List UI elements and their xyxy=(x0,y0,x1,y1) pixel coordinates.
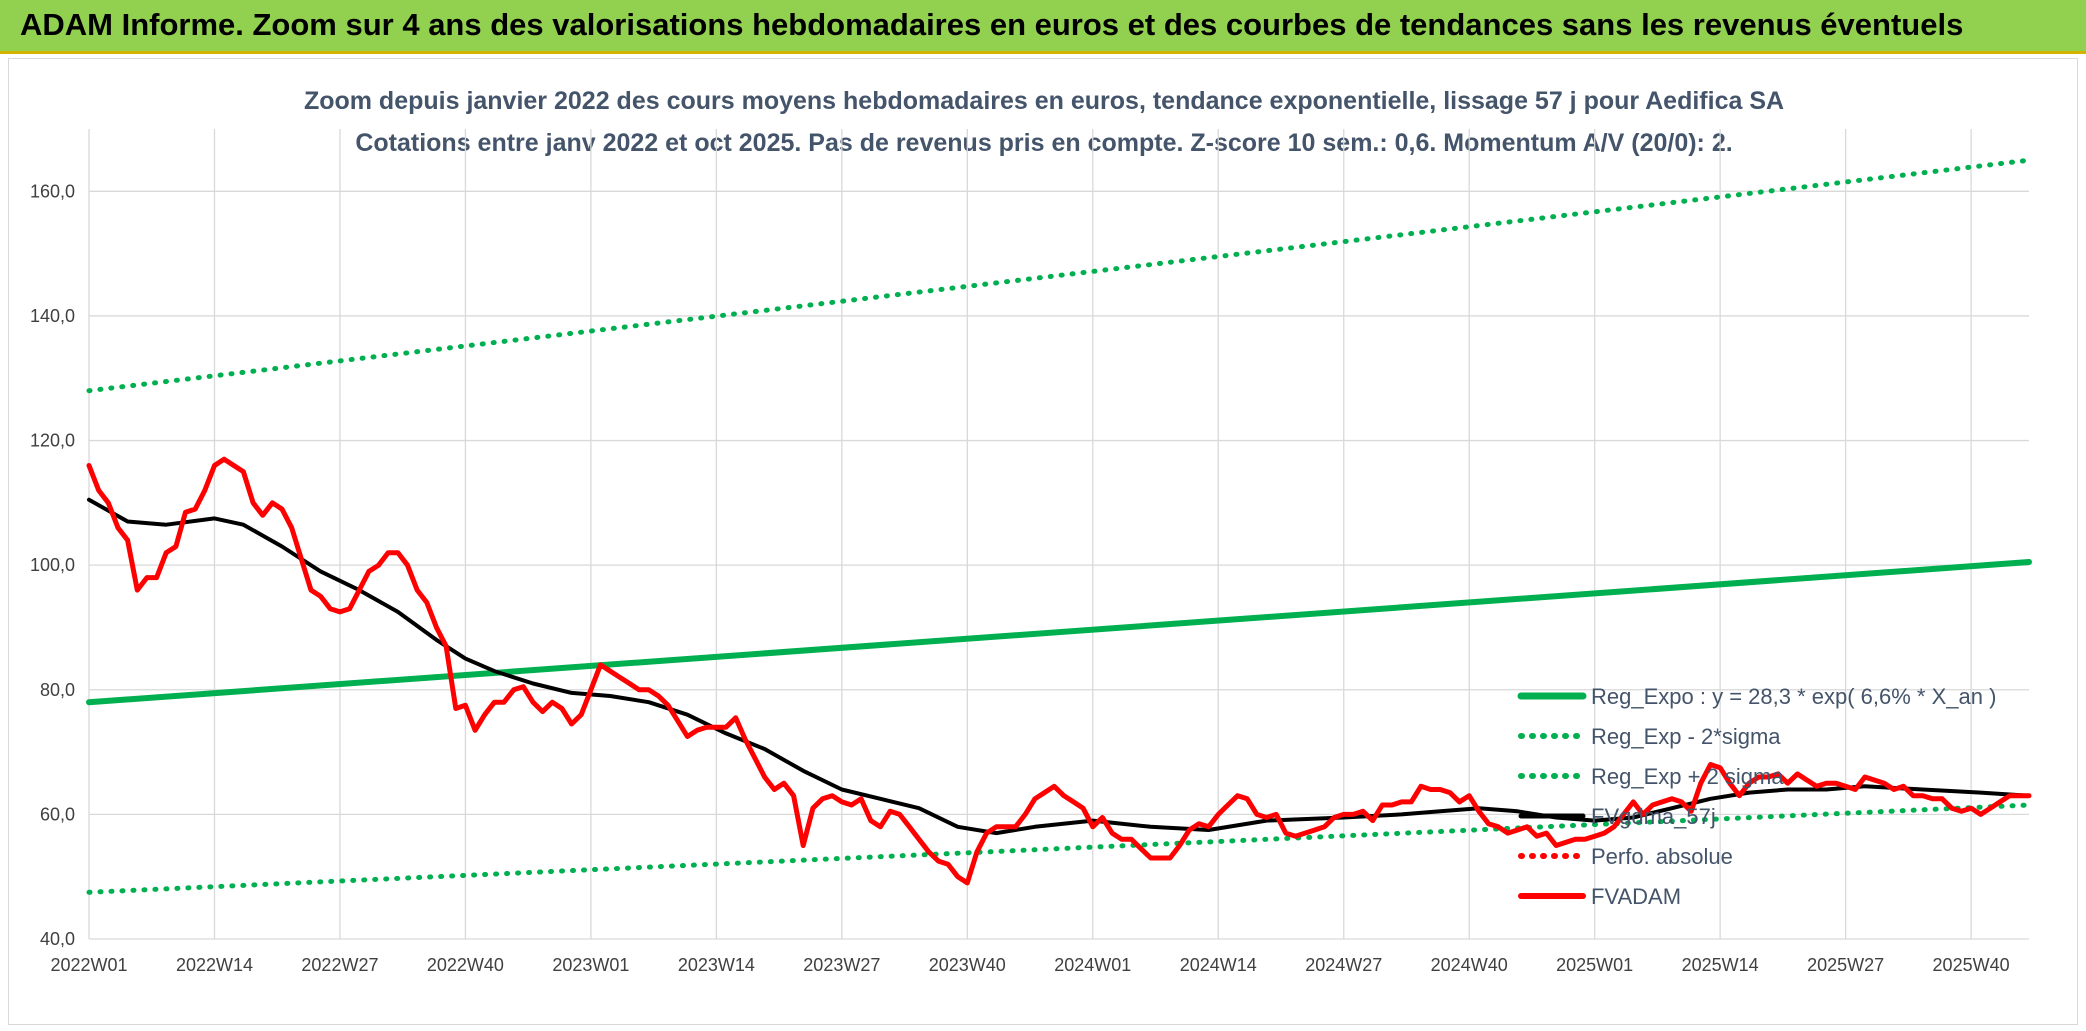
legend-label: Reg_Exp + 2 sigma xyxy=(1591,764,1784,789)
chart-title: Zoom depuis janvier 2022 des cours moyen… xyxy=(304,87,1784,115)
y-tick-label: 40,0 xyxy=(40,929,75,949)
legend: Reg_Expo : y = 28,3 * exp( 6,6% * X_an )… xyxy=(1517,684,1996,909)
y-tick-label: 100,0 xyxy=(30,555,75,575)
series-line-0 xyxy=(86,559,2032,706)
x-tick-label: 2025W40 xyxy=(1933,955,2010,975)
series-layer xyxy=(86,157,2032,895)
x-tick-label: 2022W01 xyxy=(50,955,127,975)
chart-frame: Zoom depuis janvier 2022 des cours moyen… xyxy=(8,58,2078,1025)
y-tick-label: 60,0 xyxy=(40,804,75,824)
series-line-2 xyxy=(86,157,2032,394)
legend-label: FVADAM xyxy=(1591,884,1681,909)
legend-label: Reg_Exp - 2*sigma xyxy=(1591,724,1781,749)
x-tick-label: 2022W14 xyxy=(176,955,253,975)
chart-subtitle: Cotations entre janv 2022 et oct 2025. P… xyxy=(355,129,1732,157)
y-tick-label: 140,0 xyxy=(30,306,75,326)
legend-label: Reg_Expo : y = 28,3 * exp( 6,6% * X_an ) xyxy=(1591,684,1996,709)
x-tick-label: 2024W01 xyxy=(1054,955,1131,975)
x-tick-label: 2024W40 xyxy=(1431,955,1508,975)
x-tick-label: 2025W27 xyxy=(1807,955,1884,975)
x-tick-label: 2022W27 xyxy=(301,955,378,975)
y-tick-label: 120,0 xyxy=(30,431,75,451)
x-tick-label: 2025W14 xyxy=(1682,955,1759,975)
legend-label: Perfo. absolue xyxy=(1591,844,1733,869)
report-banner-title: ADAM Informe. Zoom sur 4 ans des valoris… xyxy=(20,7,1964,42)
ticks-layer: 40,0 60,0 80,0 100,0 120,0 140,0 160,0 2022W01 2… xyxy=(30,181,2010,975)
x-tick-label: 2023W14 xyxy=(678,955,755,975)
x-tick-label: 2024W27 xyxy=(1305,955,1382,975)
series-line-5 xyxy=(86,456,2032,886)
x-tick-label: 2023W01 xyxy=(552,955,629,975)
x-tick-label: 2025W01 xyxy=(1556,955,1633,975)
x-tick-label: 2023W40 xyxy=(929,955,1006,975)
series-line-1 xyxy=(86,802,2032,895)
legend-label: FVgdma_57j xyxy=(1591,804,1716,829)
report-banner: ADAM Informe. Zoom sur 4 ans des valoris… xyxy=(0,0,2086,54)
chart-svg: Zoom depuis janvier 2022 des cours moyen… xyxy=(30,87,2032,975)
x-tick-label: 2022W40 xyxy=(427,955,504,975)
x-tick-label: 2024W14 xyxy=(1180,955,1257,975)
x-tick-label: 2023W27 xyxy=(803,955,880,975)
y-tick-label: 80,0 xyxy=(40,680,75,700)
y-tick-label: 160,0 xyxy=(30,181,75,201)
